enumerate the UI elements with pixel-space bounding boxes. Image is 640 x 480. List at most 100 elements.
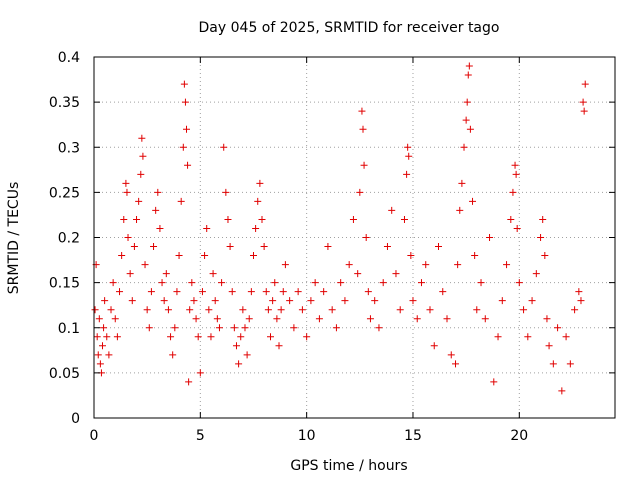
data-point (407, 252, 415, 260)
y-tick-label: 0 (71, 411, 80, 427)
data-point (503, 261, 511, 269)
data-point (141, 261, 149, 269)
data-point (413, 315, 421, 323)
data-point (465, 62, 473, 70)
data-point (364, 288, 372, 296)
data-point (473, 306, 481, 314)
x-tick-label: 10 (298, 428, 316, 444)
data-point (103, 333, 111, 341)
y-tick-label: 0.35 (49, 95, 80, 111)
y-tick-label: 0.25 (49, 185, 80, 201)
data-point (249, 252, 257, 260)
data-point (239, 306, 247, 314)
data-point (422, 261, 430, 269)
data-point (404, 143, 412, 151)
data-point (281, 261, 289, 269)
data-point (179, 143, 187, 151)
y-tick-label: 0.15 (49, 276, 80, 292)
data-point (462, 116, 470, 124)
data-point (130, 243, 138, 251)
data-point (452, 360, 460, 368)
data-point (203, 224, 211, 232)
data-point (579, 98, 587, 106)
data-point (100, 324, 108, 332)
data-point (392, 270, 400, 278)
data-point (362, 234, 370, 241)
data-point (137, 170, 145, 178)
data-point (218, 279, 226, 287)
data-point (379, 279, 387, 287)
data-point (537, 234, 545, 241)
x-axis-ticks: 0 5 10 15 20 (90, 57, 528, 444)
data-point (232, 342, 240, 350)
data-point (354, 270, 362, 278)
data-point (152, 206, 160, 214)
data-point (275, 342, 283, 350)
data-point (430, 342, 438, 350)
data-point (532, 270, 540, 278)
data-point (359, 125, 367, 133)
data-point (469, 197, 477, 205)
data-point (245, 315, 253, 323)
data-point (237, 333, 245, 341)
data-point (477, 279, 485, 287)
data-point (388, 206, 396, 214)
y-tick-label: 0.05 (49, 366, 80, 382)
data-point (186, 306, 194, 314)
data-point (185, 378, 193, 386)
data-point (260, 243, 268, 251)
data-point (434, 243, 442, 251)
y-axis-label: SRMTID / TECUs (6, 182, 22, 295)
data-point (196, 369, 204, 377)
data-point (456, 206, 464, 214)
data-point (262, 288, 270, 296)
data-point (145, 324, 153, 332)
data-point (520, 306, 528, 314)
data-point (215, 324, 223, 332)
data-point (226, 243, 234, 251)
data-point (211, 297, 219, 305)
data-point (126, 270, 134, 278)
data-point (118, 252, 126, 260)
data-point (147, 288, 155, 296)
data-point (273, 315, 281, 323)
data-point (222, 188, 230, 196)
x-tick-label: 0 (90, 428, 99, 444)
data-point (371, 297, 379, 305)
data-point (264, 306, 272, 314)
data-point (180, 80, 188, 88)
data-point (454, 261, 462, 269)
data-point (258, 215, 266, 223)
data-point (409, 297, 417, 305)
data-point (400, 215, 408, 223)
data-point (99, 342, 107, 350)
data-point (315, 315, 323, 323)
data-point (513, 224, 521, 232)
data-point (138, 134, 146, 142)
data-point (554, 324, 562, 332)
data-point (205, 306, 213, 314)
data-point (332, 324, 340, 332)
data-point (328, 306, 336, 314)
x-axis-label: GPS time / hours (290, 458, 407, 474)
data-point (324, 243, 332, 251)
data-point (575, 288, 583, 296)
data-point (360, 161, 368, 169)
data-point (167, 333, 175, 341)
data-point (94, 351, 102, 359)
data-point (105, 351, 113, 359)
data-point (128, 297, 136, 305)
data-point (235, 360, 243, 368)
data-point (113, 333, 121, 341)
data-point (190, 297, 198, 305)
data-point (298, 306, 306, 314)
data-point (417, 279, 425, 287)
data-point (156, 224, 164, 232)
data-point (349, 215, 357, 223)
data-point (158, 279, 166, 287)
data-point (224, 215, 232, 223)
data-point (358, 107, 366, 115)
data-point (175, 252, 183, 260)
data-point (490, 378, 498, 386)
data-point (277, 306, 285, 314)
